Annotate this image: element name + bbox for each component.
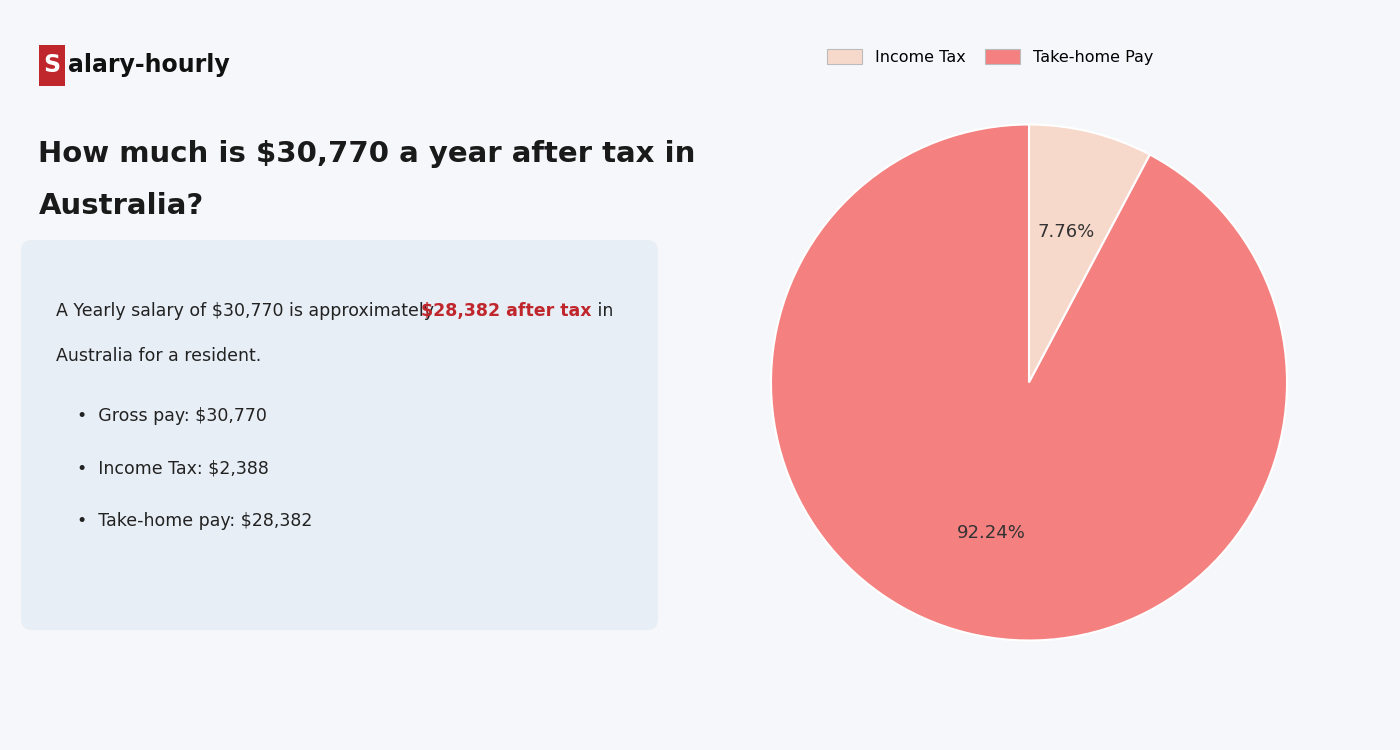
Text: A Yearly salary of $30,770 is approximately: A Yearly salary of $30,770 is approximat…: [56, 302, 440, 320]
Text: 7.76%: 7.76%: [1037, 224, 1095, 242]
Text: in: in: [591, 302, 613, 320]
Text: $28,382 after tax: $28,382 after tax: [421, 302, 592, 320]
Text: •  Gross pay: $30,770: • Gross pay: $30,770: [77, 407, 267, 425]
Wedge shape: [1029, 124, 1149, 382]
Text: Australia?: Australia?: [39, 192, 204, 220]
Text: •  Income Tax: $2,388: • Income Tax: $2,388: [77, 460, 269, 478]
Legend: Income Tax, Take-home Pay: Income Tax, Take-home Pay: [820, 42, 1159, 71]
Text: Australia for a resident.: Australia for a resident.: [56, 347, 262, 365]
Text: How much is $30,770 a year after tax in: How much is $30,770 a year after tax in: [39, 140, 696, 168]
Text: 92.24%: 92.24%: [958, 524, 1026, 542]
FancyBboxPatch shape: [39, 45, 64, 86]
Text: S: S: [43, 53, 60, 77]
Text: •  Take-home pay: $28,382: • Take-home pay: $28,382: [77, 512, 312, 530]
FancyBboxPatch shape: [21, 240, 658, 630]
Wedge shape: [771, 124, 1287, 640]
Text: alary-hourly: alary-hourly: [67, 53, 230, 77]
